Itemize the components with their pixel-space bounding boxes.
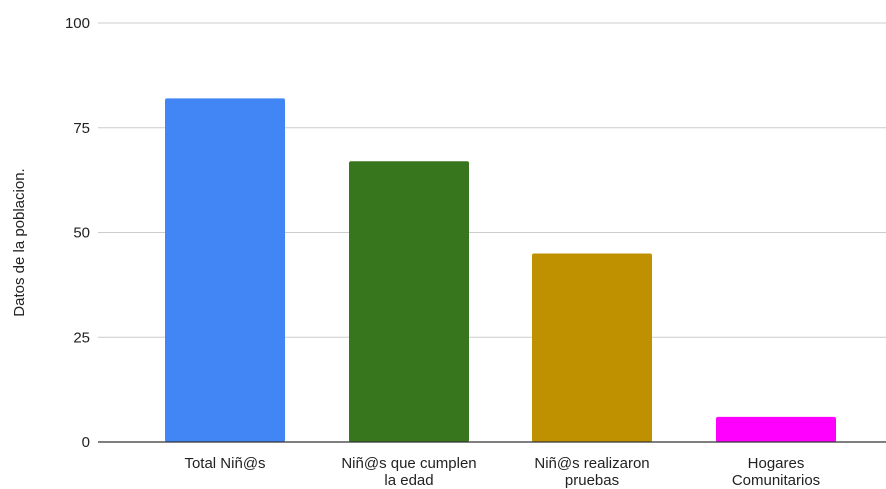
labels: 0 25 50 75 100 Total Niñ@s Niñ@s que cumplenla… (11, 15, 820, 489)
y-tick-label: 50 (73, 225, 90, 242)
x-tick-label: Niñ@s realizaron (534, 455, 649, 472)
bar (532, 253, 652, 442)
y-axis-title: Datos de la poblacion. (11, 168, 28, 316)
bar (165, 98, 285, 443)
y-tick-label: 100 (65, 15, 90, 32)
y-tick-label: 0 (82, 434, 90, 451)
bar (716, 416, 836, 442)
y-tick-label: 75 (73, 120, 90, 137)
y-tick-label: 25 (73, 329, 90, 346)
x-tick-label: Comunitarios (732, 472, 820, 489)
bars (165, 98, 836, 443)
x-tick-label: la edad (384, 472, 433, 489)
x-tick-label: Niñ@s que cumplen (341, 455, 476, 472)
x-tick-label: pruebas (565, 472, 619, 489)
bar (349, 161, 469, 442)
x-tick-label: Hogares (748, 455, 805, 472)
x-tick-label: Total Niñ@s (184, 455, 265, 472)
